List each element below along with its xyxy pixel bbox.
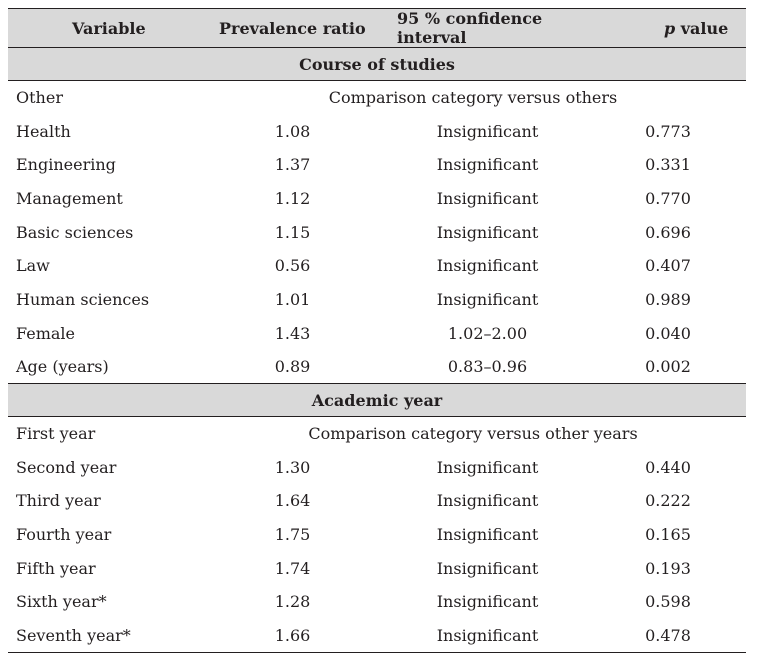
cell-confidence-interval: Insignificant xyxy=(436,188,539,208)
cell-p-value: 0.331 xyxy=(645,155,691,175)
cell-prevalence-ratio: 1.74 xyxy=(274,558,311,578)
header-p-letter: p xyxy=(664,18,676,38)
cell-variable: Human sciences xyxy=(16,289,150,309)
section-header-row: Course of studies xyxy=(8,47,746,81)
cell-variable: Fourth year xyxy=(16,525,112,545)
cell-variable: Sixth year* xyxy=(16,592,107,612)
table-row: Management 1.12 Insignificant 0.770 xyxy=(8,182,746,216)
table-row: Female 1.43 1.02–2.00 0.040 xyxy=(8,316,746,350)
table-row: Health 1.08 Insignificant 0.773 xyxy=(8,114,746,148)
results-table-container: Variable Prevalence ratio 95 % confidenc… xyxy=(8,8,746,653)
table-row: First year Comparison category versus oth… xyxy=(8,417,746,451)
cell-p-value: 0.165 xyxy=(645,525,691,545)
cell-prevalence-ratio: 1.12 xyxy=(274,188,311,208)
cell-confidence-interval: Insignificant xyxy=(436,558,539,578)
cell-confidence-interval: Insignificant xyxy=(436,457,539,477)
table-row: Fifth year 1.74 Insignificant 0.193 xyxy=(8,551,746,585)
cell-confidence-interval: Insignificant xyxy=(436,256,539,276)
cell-p-value: 0.598 xyxy=(645,592,691,612)
cell-variable: Health xyxy=(16,121,71,141)
section-title: Academic year xyxy=(8,383,746,418)
cell-prevalence-ratio: 1.43 xyxy=(274,323,311,343)
cell-confidence-interval: Insignificant xyxy=(436,121,539,141)
cell-prevalence-ratio: 1.28 xyxy=(274,592,311,612)
cell-p-value: 0.773 xyxy=(645,121,691,141)
cell-prevalence-ratio: 1.08 xyxy=(274,121,311,141)
table-row: Law 0.56 Insignificant 0.407 xyxy=(8,249,746,283)
cell-confidence-interval: Insignificant xyxy=(436,222,539,242)
cell-p-value: 0.440 xyxy=(645,457,691,477)
header-variable: Variable xyxy=(8,8,200,48)
cell-variable: Basic sciences xyxy=(16,222,134,242)
cell-variable: Management xyxy=(16,188,123,208)
table-body: Course of studies Other Comparison categor… xyxy=(8,47,746,653)
cell-p-value: 0.696 xyxy=(645,222,691,242)
cell-confidence-interval: Insignificant xyxy=(436,289,539,309)
table-row: Age (years) 0.89 0.83–0.96 0.002 xyxy=(8,350,746,384)
cell-variable: Third year xyxy=(16,491,101,511)
cell-p-value: 0.770 xyxy=(645,188,691,208)
table-row: Basic sciences 1.15 Insignificant 0.696 xyxy=(8,215,746,249)
cell-prevalence-ratio: 1.37 xyxy=(274,155,311,175)
table-row: Human sciences 1.01 Insignificant 0.989 xyxy=(8,283,746,317)
header-p-value: p value xyxy=(590,8,746,48)
cell-p-value: 0.222 xyxy=(645,491,691,511)
cell-variable: Other xyxy=(16,88,63,108)
table-row: Second year 1.30 Insignificant 0.440 xyxy=(8,450,746,484)
table-row: Third year 1.64 Insignificant 0.222 xyxy=(8,484,746,518)
cell-confidence-interval: 0.83–0.96 xyxy=(447,357,528,377)
cell-p-value: 0.407 xyxy=(645,256,691,276)
cell-confidence-interval: Insignificant xyxy=(436,525,539,545)
cell-prevalence-ratio: 1.64 xyxy=(274,491,311,511)
cell-variable: Engineering xyxy=(16,155,116,175)
cell-p-value: 0.002 xyxy=(645,357,691,377)
header-row: Variable Prevalence ratio 95 % confidenc… xyxy=(8,8,746,48)
cell-prevalence-ratio: 1.01 xyxy=(274,289,311,309)
header-p-value-label: value xyxy=(675,18,729,38)
cell-prevalence-ratio: 0.89 xyxy=(274,357,311,377)
section-title: Course of studies xyxy=(8,47,746,81)
cell-prevalence-ratio: 1.30 xyxy=(274,457,311,477)
cell-p-value: 0.478 xyxy=(590,618,746,653)
cell-variable: Female xyxy=(16,323,75,343)
header-prevalence-ratio: Prevalence ratio xyxy=(200,8,385,48)
cell-comparison-note: Comparison category versus other years xyxy=(308,424,638,444)
cell-prevalence-ratio: 1.75 xyxy=(274,525,311,545)
header-confidence-interval: 95 % confidence interval xyxy=(385,8,590,48)
cell-variable: Age (years) xyxy=(16,357,109,377)
cell-variable: Fifth year xyxy=(16,558,96,578)
cell-confidence-interval: Insignificant xyxy=(385,618,590,653)
cell-variable: Second year xyxy=(16,457,117,477)
cell-prevalence-ratio: 1.15 xyxy=(274,222,311,242)
results-table: Variable Prevalence ratio 95 % confidenc… xyxy=(8,8,746,653)
cell-confidence-interval: Insignificant xyxy=(436,491,539,511)
table-row: Fourth year 1.75 Insignificant 0.165 xyxy=(8,518,746,552)
cell-prevalence-ratio: 1.66 xyxy=(200,618,385,653)
cell-variable: Law xyxy=(16,256,50,276)
cell-variable: Seventh year* xyxy=(8,618,200,653)
cell-confidence-interval: Insignificant xyxy=(436,592,539,612)
table-row: Seventh year* 1.66 Insignificant 0.478 xyxy=(8,618,746,653)
table-row: Other Comparison category versus others xyxy=(8,81,746,115)
table-header: Variable Prevalence ratio 95 % confidenc… xyxy=(8,8,746,48)
cell-p-value: 0.040 xyxy=(645,323,691,343)
cell-confidence-interval: Insignificant xyxy=(436,155,539,175)
cell-p-value: 0.989 xyxy=(645,289,691,309)
cell-comparison-note: Comparison category versus others xyxy=(328,88,618,108)
table-row: Engineering 1.37 Insignificant 0.331 xyxy=(8,148,746,182)
cell-p-value: 0.193 xyxy=(645,558,691,578)
cell-prevalence-ratio: 0.56 xyxy=(274,256,311,276)
section-header-row: Academic year xyxy=(8,383,746,418)
table-row: Sixth year* 1.28 Insignificant 0.598 xyxy=(8,585,746,619)
cell-confidence-interval: 1.02–2.00 xyxy=(447,323,528,343)
cell-variable: First year xyxy=(16,424,96,444)
